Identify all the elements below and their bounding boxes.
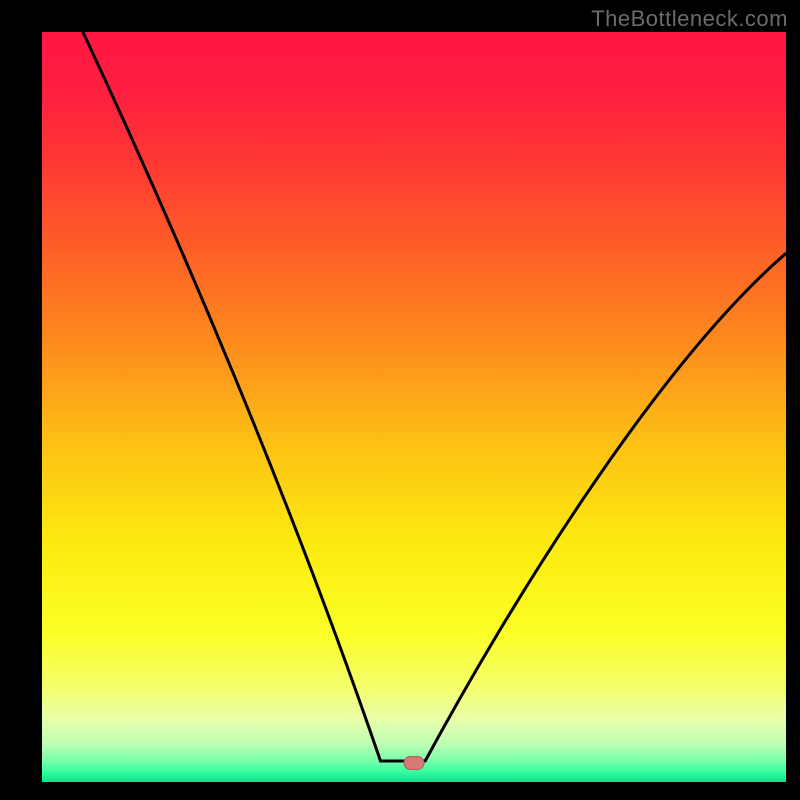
optimum-marker bbox=[404, 756, 425, 770]
bottleneck-curve bbox=[42, 32, 786, 782]
chart-frame: TheBottleneck.com bbox=[0, 0, 800, 800]
watermark-label: TheBottleneck.com bbox=[591, 6, 788, 32]
plot-area bbox=[42, 32, 786, 782]
